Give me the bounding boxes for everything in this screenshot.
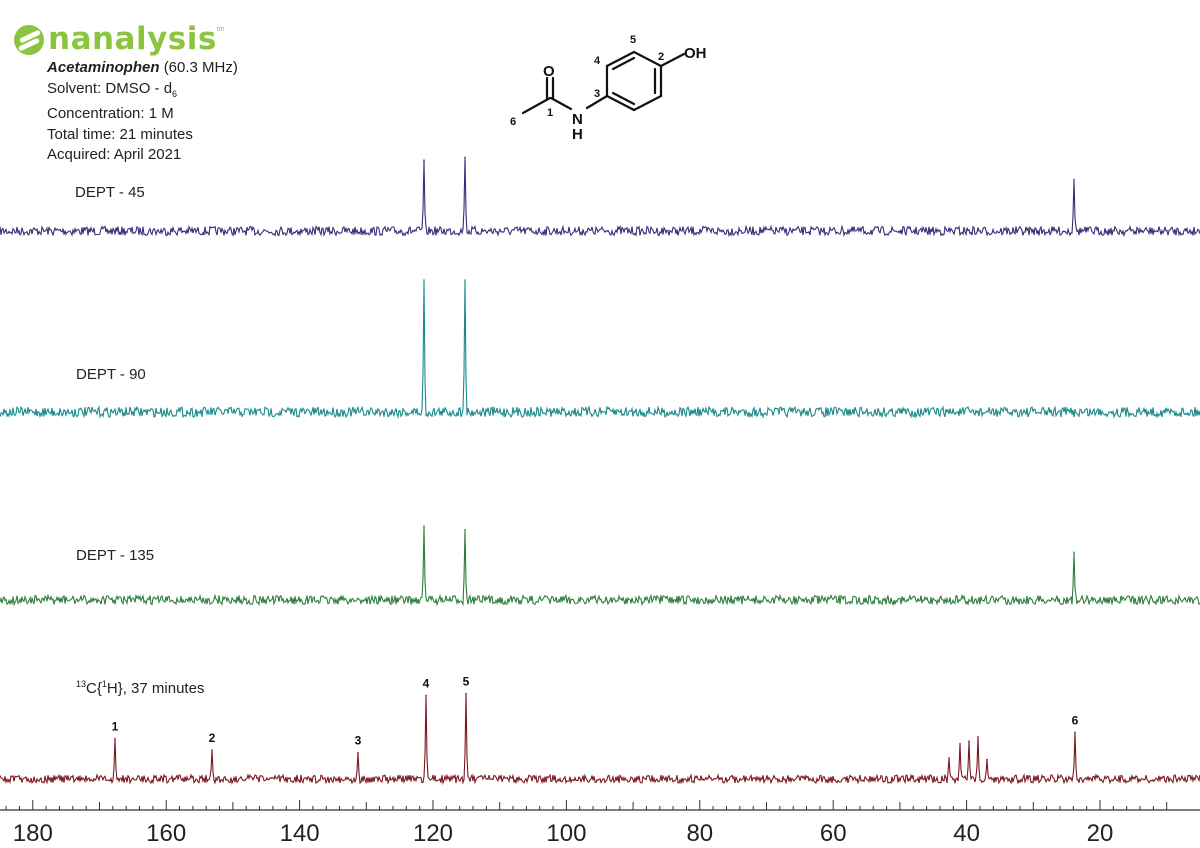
- peak-point: [465, 692, 467, 695]
- isotope-superscript: 13: [76, 679, 87, 689]
- series-label-dept-135: DEPT - 135: [76, 547, 155, 564]
- o-label: O: [543, 63, 555, 80]
- c3-n-bond: [585, 94, 609, 110]
- series-label-mid: C{: [86, 680, 102, 697]
- peak-point: [959, 743, 961, 745]
- spectrum-line-2: [0, 279, 1200, 419]
- ring-inner-bond: [611, 56, 636, 71]
- peak-point: [357, 751, 359, 754]
- x-tick-label: 80: [686, 820, 713, 847]
- spectrum-line-3: [0, 526, 1200, 607]
- peak-labels: 1 2 3 4 5 6: [112, 675, 1079, 748]
- n-label: N: [572, 111, 583, 128]
- ring-inner-bond: [611, 91, 636, 106]
- x-tick-label: 100: [546, 820, 586, 847]
- peak-point: [1073, 178, 1075, 181]
- series-label-carbon13: 13C{1H}, 37 minutes: [76, 679, 204, 697]
- peak-point: [948, 757, 950, 759]
- compound-line: Acetaminophen (60.3 MHz): [47, 58, 238, 79]
- x-tick-label: 160: [146, 820, 186, 847]
- peak-point: [986, 758, 988, 761]
- peak-label-3: 3: [355, 734, 362, 748]
- peak-label-5: 5: [463, 675, 470, 689]
- peak-point: [1074, 731, 1076, 734]
- carbon-number-1: 1: [547, 107, 553, 119]
- c2-oh-bond: [659, 52, 686, 68]
- carbon-number-6: 6: [510, 116, 516, 128]
- total-time-line: Total time: 21 minutes: [47, 125, 193, 143]
- x-tick-label: 180: [13, 820, 53, 847]
- spectrometer-frequency: (60.3 MHz): [163, 59, 238, 76]
- x-tick-label: 40: [953, 820, 980, 847]
- oh-label: OH: [684, 45, 707, 62]
- solvent-line: Solvent: DMSO - d6: [47, 79, 238, 105]
- peak-label-1: 1: [112, 720, 119, 734]
- x-axis: 180 160 140 120 100 80 60 40 20: [0, 800, 1200, 847]
- peak-point: [423, 279, 425, 281]
- sample-info: Acetaminophen (60.3 MHz) Solvent: DMSO -…: [47, 58, 238, 166]
- peak-point: [1073, 551, 1075, 554]
- spectrum-line-1: [0, 157, 1200, 238]
- structure-labels: OH O N H 1 2 3 4 5 6: [510, 34, 707, 143]
- peak-label-2: 2: [209, 731, 216, 745]
- x-tick-label: 120: [413, 820, 453, 847]
- ring-bond: [605, 94, 636, 112]
- n-c1-bond: [549, 96, 573, 111]
- peak-point: [464, 156, 466, 159]
- peak-point: [423, 159, 425, 161]
- spectra-traces: [0, 156, 1200, 786]
- peak-point: [464, 279, 466, 281]
- peak-point: [464, 529, 466, 531]
- solvent-text: Solvent: DMSO - d: [47, 79, 173, 97]
- proton-superscript: 1: [101, 679, 107, 689]
- c1-c6-bond: [521, 96, 552, 115]
- x-tick-label: 140: [280, 820, 320, 847]
- carbon-number-5: 5: [630, 34, 636, 46]
- nanalysis-logo: nanalysis tm: [14, 24, 225, 55]
- carbon-number-2: 2: [658, 51, 664, 63]
- logo-text: nanalysis: [48, 21, 217, 57]
- ring-bond: [632, 50, 663, 68]
- acquired-line: Acquired: April 2021: [47, 146, 182, 163]
- peak-point: [211, 749, 213, 751]
- x-tick-label: 60: [820, 820, 847, 847]
- logo-mark-icon: [14, 24, 44, 55]
- peak-point: [425, 694, 427, 697]
- peak-label-6: 6: [1072, 713, 1079, 727]
- spectrum-line-4: [0, 693, 1200, 786]
- acetaminophen-structure: [521, 50, 686, 115]
- peak-point: [968, 740, 970, 742]
- series-label-dept-90: DEPT - 90: [76, 366, 146, 383]
- x-tick-label: 20: [1087, 820, 1114, 847]
- peak-label-4: 4: [423, 676, 430, 690]
- logo-trademark: tm: [216, 26, 225, 33]
- solvent-subscript: 6: [172, 88, 178, 99]
- h-label: H: [572, 126, 583, 143]
- series-label-end: H}, 37 minutes: [106, 680, 205, 697]
- peak-point: [114, 737, 116, 740]
- series-label-dept-45: DEPT - 45: [75, 184, 145, 201]
- ring-bond: [605, 50, 636, 68]
- ring-bond: [632, 94, 663, 112]
- peak-point: [977, 736, 979, 738]
- carbon-number-4: 4: [594, 55, 601, 67]
- carbon-number-3: 3: [594, 88, 600, 100]
- compound-name: Acetaminophen: [47, 59, 160, 76]
- concentration-line: Concentration: 1 M: [47, 105, 174, 122]
- peak-point: [423, 525, 425, 527]
